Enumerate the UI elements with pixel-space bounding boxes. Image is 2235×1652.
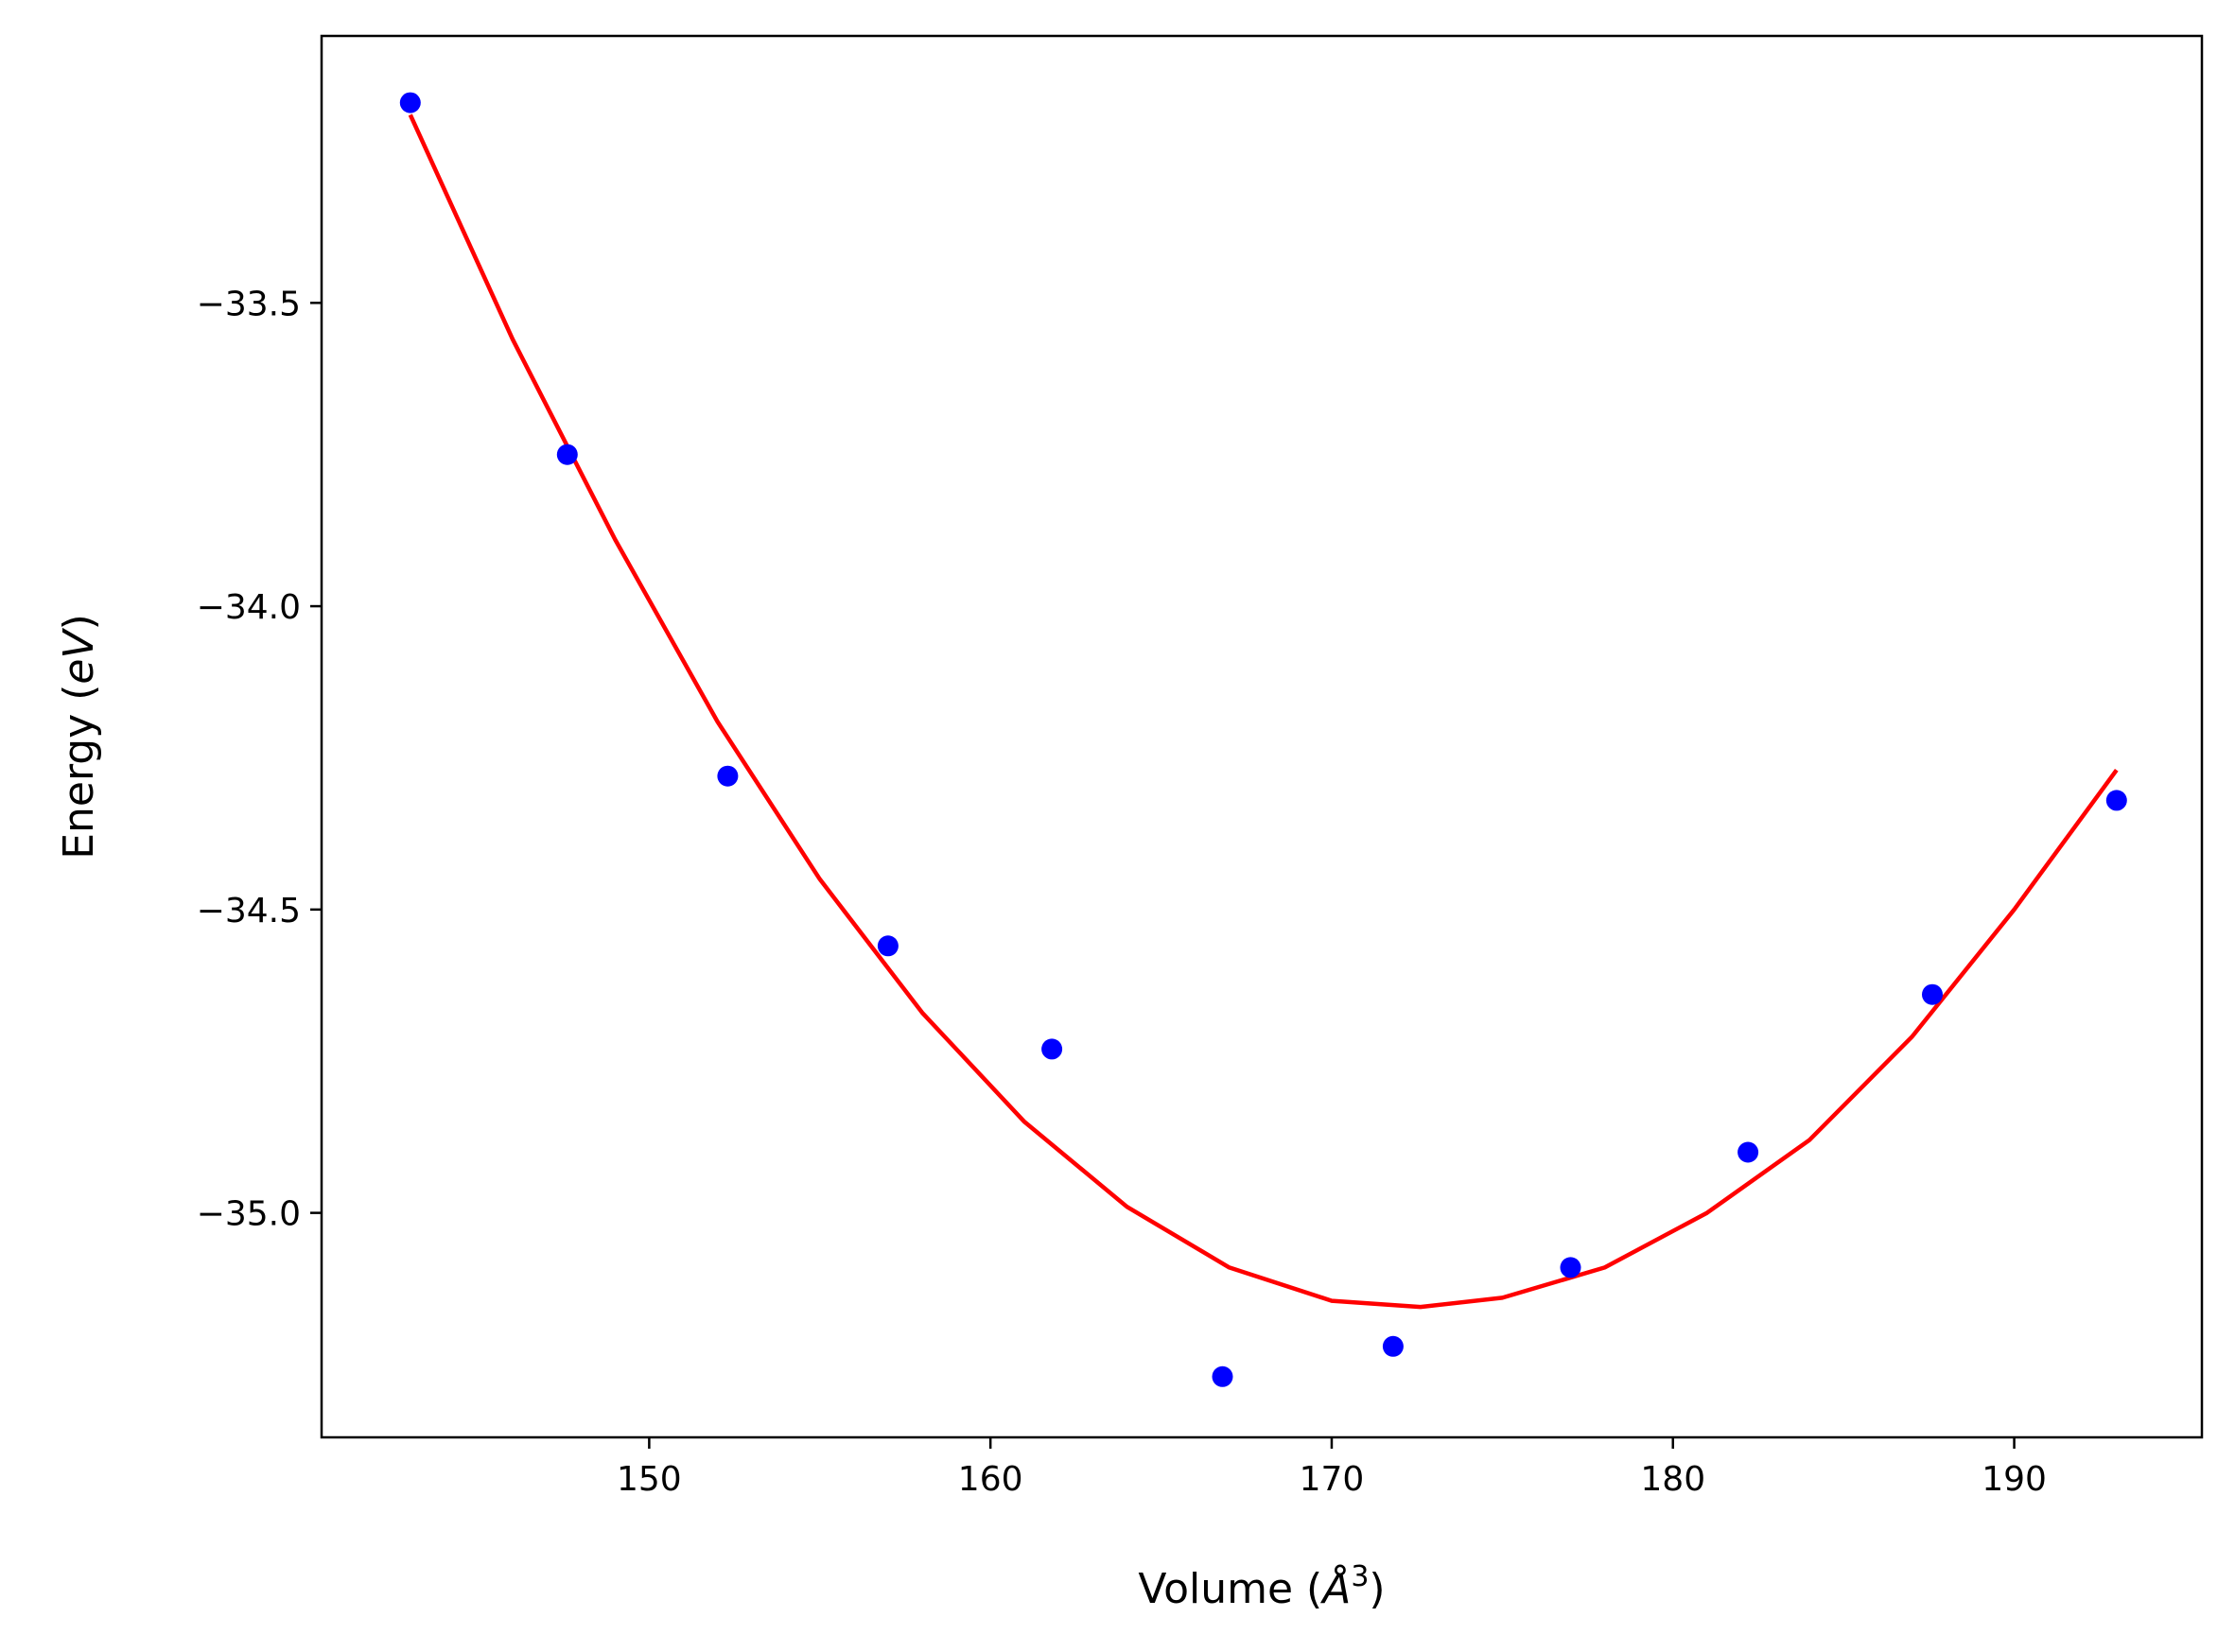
x-axis-label-text: Volume ( [1138,1565,1322,1613]
data-point [1737,1141,1759,1163]
fit-curve-line [408,113,2119,1310]
data-point [2105,790,2127,811]
x-tick-label: 190 [1982,1460,2047,1499]
y-axis-label-symbol: eV [55,628,103,685]
y-tick-label: −34.5 [197,892,301,930]
x-axis-label-exponent: 3 [1351,1560,1369,1593]
fit-curve-layer [408,113,2119,1310]
x-axis-label-close: ) [1369,1565,1385,1613]
y-axis-label-text: Energy ( [55,685,103,860]
x-axis-label-symbol: Å [1319,1563,1351,1613]
y-axis-label-close: ) [55,614,103,630]
data-point [1922,983,1943,1005]
y-axis-label: Energy (eV) [55,614,103,860]
data-point [1560,1257,1581,1278]
x-axis-label: Volume (Å3) [1138,1560,1385,1613]
data-point [717,765,739,787]
x-axis-ticks: 150 160 170 180 190 [617,1437,2047,1499]
data-point [399,92,421,113]
data-point [1382,1335,1404,1357]
data-point [1041,1038,1063,1060]
data-point [877,935,899,957]
x-tick-label: 160 [958,1460,1023,1499]
data-point [1212,1365,1233,1387]
x-tick-label: 150 [617,1460,682,1499]
y-tick-label: −34.0 [197,588,301,627]
y-tick-label: −33.5 [197,285,301,323]
x-tick-label: 170 [1300,1460,1365,1499]
plot-frame [320,34,2204,1439]
y-tick-label: −35.0 [197,1195,301,1234]
data-point [556,443,578,465]
y-axis-ticks: −33.5 −34.0 −34.5 −35.0 [197,285,322,1234]
x-tick-label: 180 [1640,1460,1705,1499]
data-points-layer [399,92,2127,1387]
